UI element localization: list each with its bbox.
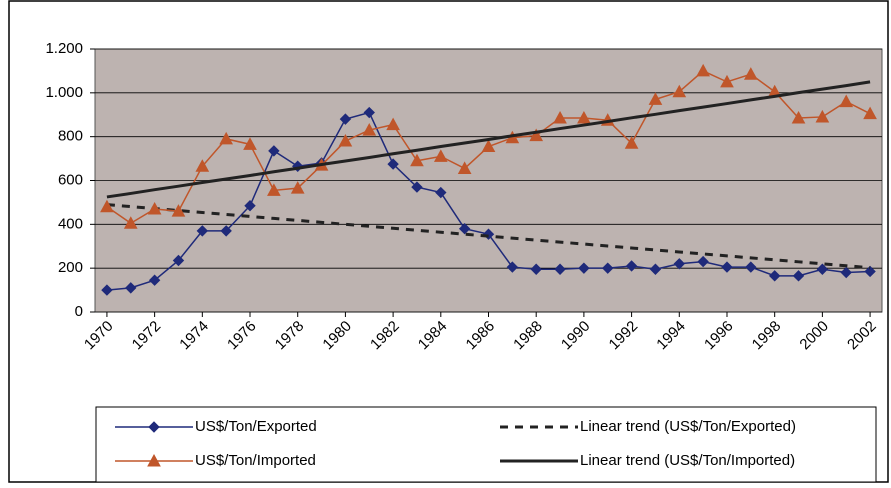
- y-tick-label: 800: [58, 128, 83, 145]
- point: [458, 223, 471, 235]
- point: [148, 274, 161, 286]
- point: [745, 261, 757, 273]
- series-line: [106, 203, 871, 270]
- point: [339, 113, 352, 125]
- point: [602, 262, 614, 274]
- point: [530, 263, 542, 275]
- point: [743, 67, 758, 80]
- point: [815, 109, 830, 123]
- point: [363, 106, 375, 119]
- point: [195, 159, 210, 172]
- point: [720, 74, 734, 88]
- y-tick-label: 200: [58, 259, 83, 276]
- point: [577, 110, 591, 124]
- point: [433, 149, 448, 162]
- point: [123, 216, 138, 229]
- point: [863, 106, 877, 120]
- point: [816, 263, 829, 275]
- point: [219, 131, 234, 145]
- point: [697, 255, 709, 268]
- point: [554, 263, 566, 275]
- point: [243, 137, 257, 150]
- legend-label: Linear trend (US$/Ton/Imported): [580, 452, 795, 469]
- legend-box: [95, 406, 877, 483]
- point: [553, 110, 567, 124]
- point: [649, 263, 662, 275]
- point: [267, 183, 281, 196]
- point: [529, 128, 544, 142]
- point: [362, 123, 377, 136]
- series-layer: [100, 63, 877, 296]
- point: [792, 270, 805, 282]
- y-tick-label: 400: [58, 215, 83, 232]
- point: [338, 134, 353, 147]
- y-tick-label: 600: [58, 171, 83, 188]
- legend-label: Linear trend (US$/Ton/Exported): [580, 418, 796, 435]
- point: [721, 261, 733, 273]
- point: [768, 270, 781, 282]
- point: [100, 199, 114, 213]
- point: [101, 284, 113, 296]
- point: [147, 453, 161, 467]
- legend-label: US$/Ton/Exported: [195, 418, 317, 435]
- point: [196, 225, 209, 237]
- point: [673, 258, 685, 270]
- point: [411, 181, 423, 193]
- point: [648, 92, 663, 105]
- point: [386, 117, 400, 131]
- point: [506, 261, 519, 273]
- point: [839, 94, 854, 108]
- point: [672, 84, 687, 98]
- series-line: [106, 80, 871, 199]
- point: [387, 158, 399, 170]
- legend: US$/Ton/Exported Linear trend (US$/Ton/Ex…: [115, 418, 796, 469]
- point: [147, 201, 162, 215]
- point: [220, 225, 232, 237]
- point: [410, 153, 424, 167]
- point: [148, 421, 160, 433]
- point: [696, 63, 710, 77]
- y-tick-label: 0: [75, 303, 83, 320]
- point: [457, 161, 472, 174]
- point: [864, 265, 876, 278]
- point: [625, 260, 638, 272]
- point: [840, 266, 852, 279]
- point: [171, 204, 186, 217]
- point: [791, 110, 806, 124]
- y-tick-label: 1.000: [45, 84, 83, 101]
- point: [482, 228, 495, 240]
- legend-label: US$/Ton/Imported: [195, 452, 316, 469]
- point: [624, 136, 639, 149]
- point: [125, 282, 137, 294]
- y-tick-label: 1.200: [45, 40, 83, 57]
- point: [435, 186, 447, 199]
- point: [481, 139, 496, 153]
- point: [268, 145, 280, 157]
- point: [578, 262, 590, 274]
- point: [172, 254, 185, 267]
- point: [244, 199, 256, 212]
- point: [290, 181, 305, 194]
